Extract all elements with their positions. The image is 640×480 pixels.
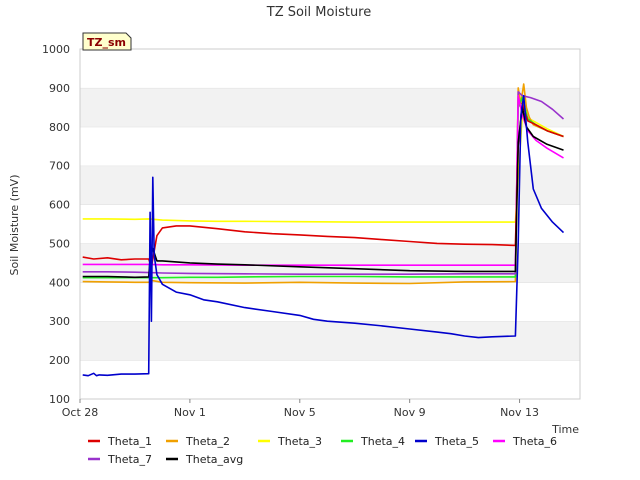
series-lines (82, 83, 565, 377)
y-tick-label: 200 (49, 354, 70, 367)
x-axis-ticks: Oct 28 Nov 1 Nov 5 Nov 9 Nov 13 (62, 399, 539, 419)
y-tick-label: 1000 (42, 43, 70, 56)
grid-band (80, 87, 580, 127)
site-label-background (82, 32, 132, 51)
grid-band (80, 165, 580, 205)
y-tick-label: 300 (49, 315, 70, 328)
grid-band (80, 204, 580, 244)
legend-label-theta-5: Theta_5 (434, 435, 479, 448)
legend: Theta_1 Theta_2 Theta_3 Theta_4 Theta_5 Theta… (88, 435, 557, 466)
x-axis-title: Time (551, 423, 579, 436)
legend-label-theta-4: Theta_4 (360, 435, 405, 448)
y-tick-label: 500 (49, 237, 70, 250)
legend-label-theta-2: Theta_2 (185, 435, 230, 448)
grid-band (80, 49, 580, 88)
y-axis-ticks: 100 200 300 400 500 600 700 800 900 1000 (42, 43, 70, 406)
series-line-theta-5 (82, 94, 565, 377)
y-tick-label: 800 (49, 121, 70, 134)
grid-band (80, 282, 580, 322)
grid-band (80, 360, 580, 399)
legend-label-theta-3: Theta_3 (277, 435, 322, 448)
legend-label-theta-1: Theta_1 (107, 435, 152, 448)
grid-band (80, 126, 580, 166)
y-tick-label: 600 (49, 199, 70, 212)
grid-bands (80, 48, 580, 399)
grid-band (80, 321, 580, 361)
x-tick-label: Nov 13 (500, 406, 539, 419)
site-label-box: TZ_sm (82, 32, 132, 51)
legend-label-theta-avg: Theta_avg (185, 453, 243, 466)
x-tick-label: Nov 5 (284, 406, 316, 419)
legend-label-theta-7: Theta_7 (107, 453, 152, 466)
y-tick-label: 700 (49, 160, 70, 173)
series-line-theta-7 (82, 91, 565, 276)
site-label: TZ_sm (87, 36, 126, 49)
x-tick-label: Oct 28 (62, 406, 99, 419)
chart-title: TZ Soil Moisture (266, 5, 372, 20)
legend-label-theta-6: Theta_6 (512, 435, 557, 448)
y-tick-label: 100 (49, 393, 70, 406)
series-line-theta-6 (82, 94, 564, 267)
x-tick-label: Nov 1 (174, 406, 206, 419)
x-tick-label: Nov 9 (394, 406, 426, 419)
plot-frame (79, 48, 581, 400)
y-tick-label: 900 (49, 82, 70, 95)
y-axis-title: Soil Moisture (mV) (8, 175, 21, 276)
y-tick-label: 400 (49, 276, 70, 289)
